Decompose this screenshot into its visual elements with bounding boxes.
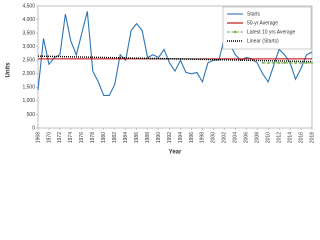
x-tick-label: 2014 [287, 132, 293, 143]
marker [261, 61, 264, 64]
x-tick-label: 2006 [244, 132, 250, 143]
x-tick-label: 1996 [189, 132, 195, 143]
x-tick-label: 1982 [112, 132, 118, 143]
legend-label: Latest 10 yrs Average [247, 29, 295, 35]
plot-area [37, 5, 313, 129]
legend-marker [233, 30, 237, 34]
y-tick-label: 2,000 [22, 71, 35, 77]
x-tick-label: 1968 [35, 132, 41, 143]
x-tick-label: 2002 [222, 132, 228, 143]
y-axis-label: Units [6, 62, 12, 78]
marker [283, 61, 286, 64]
y-tick-label: 4,000 [22, 17, 35, 23]
x-tick-label: 2018 [309, 132, 315, 143]
x-tick-label: 1988 [145, 132, 151, 143]
x-tick-label: 1990 [156, 132, 162, 143]
x-tick-label: 1986 [134, 132, 140, 143]
x-tick-label: 1984 [123, 132, 129, 143]
x-tick-label: 1980 [101, 132, 107, 143]
legend-label: Linear (Starts) [247, 38, 279, 44]
x-tick-label: 2016 [298, 132, 304, 143]
marker [272, 61, 275, 64]
y-tick-label: 1,000 [22, 98, 35, 104]
marker [267, 61, 270, 64]
marker [278, 61, 281, 64]
x-tick-label: 1998 [200, 132, 206, 143]
x-tick-label: 2010 [265, 132, 271, 143]
x-tick-label: 1972 [57, 132, 63, 143]
x-tick-label: 2008 [255, 132, 261, 143]
marker [305, 61, 308, 64]
x-tick-label: 1978 [90, 132, 96, 143]
marker [289, 61, 292, 64]
y-tick-label: 3,500 [22, 30, 35, 36]
x-tick-label: 2004 [233, 132, 239, 143]
marker [311, 61, 313, 64]
x-tick-label: 2000 [211, 132, 217, 143]
x-axis-label: Year [169, 150, 182, 156]
x-tick-label: 1976 [79, 132, 85, 143]
legend-label: 50-yr Average [247, 20, 278, 26]
legend-label: Starts [247, 11, 261, 17]
x-tick-label: 1994 [178, 132, 184, 143]
x-tick-label: 1974 [68, 132, 74, 143]
y-tick-label: 0 [32, 125, 35, 131]
series-line [37, 55, 313, 63]
y-tick-label: 4,500 [22, 3, 35, 9]
chart: Units Year 0 500 1,000 1,500 2,000 2,500 3,000… [5, 3, 316, 156]
marker [300, 61, 303, 64]
y-tick-label: 2,500 [22, 58, 35, 64]
x-tick-label: 2012 [276, 132, 282, 143]
marker [294, 61, 297, 64]
y-tick-label: 1,500 [22, 85, 35, 91]
x-tick-label: 1992 [167, 132, 173, 143]
y-tick-label: 500 [27, 112, 36, 118]
y-tick-label: 3,000 [22, 44, 35, 50]
x-tick-label: 1970 [46, 132, 52, 143]
series-line [37, 11, 313, 97]
